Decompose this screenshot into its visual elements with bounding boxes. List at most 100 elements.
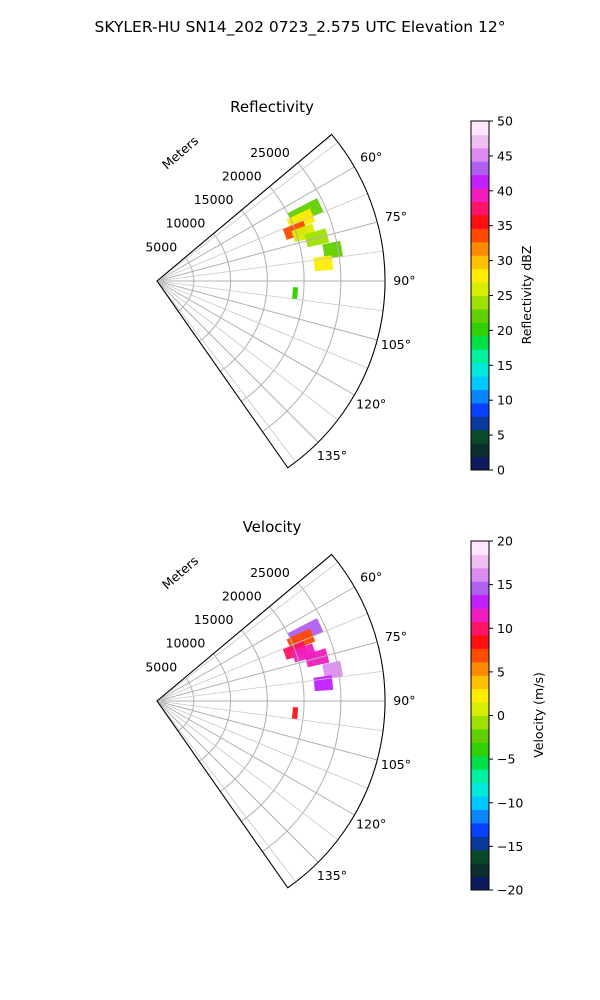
colorbar-swatch (471, 661, 489, 676)
colorbar-tick-label: −15 (497, 839, 523, 854)
colorbar-tick-label: 40 (497, 183, 513, 198)
azimuth-minor-gridline (156, 141, 339, 282)
colorbar-swatch (471, 769, 489, 784)
colorbar-swatch (471, 134, 489, 149)
radial-tick-label: 25000 (250, 145, 290, 160)
echo-region (291, 287, 299, 300)
colorbar-tick-label: 35 (497, 218, 513, 233)
colorbar-swatch (471, 541, 489, 555)
velocity-panel: Velocity 5000 10000 15000 20000 25000 60° 75° 9… (145, 518, 546, 898)
azimuth-gridline (156, 641, 378, 702)
azimuth-minor-gridline (156, 193, 368, 282)
colorbar-tick-label: −5 (497, 752, 515, 767)
colorbar-tick-label: 15 (497, 577, 513, 592)
azimuth-gridline (156, 280, 378, 341)
azimuth-tick-label: 105° (381, 337, 411, 352)
velocity-colorbar: −20 −15 −10 −5 0 5 10 15 20 (470, 534, 523, 898)
figure-title: SKYLER-HU SN14_202 0723_2.575 UTC Elevat… (95, 18, 506, 37)
azimuth-tick-label: 90° (393, 693, 415, 708)
colorbar-swatch (471, 376, 489, 390)
colorbar-swatch (471, 188, 489, 203)
colorbar-swatch (471, 389, 489, 404)
colorbar-swatch (471, 282, 489, 296)
azimuth-tick-label: 120° (356, 817, 386, 832)
azimuth-minor-gridline (156, 280, 368, 369)
azimuth-tick-label: 135° (317, 868, 347, 883)
colorbar-tick-label: 10 (497, 393, 513, 408)
colorbar-swatch (471, 121, 489, 135)
colorbar-label: Velocity (m/s) (531, 672, 546, 758)
colorbar-tick-label: −10 (497, 795, 523, 810)
panel-title: Reflectivity (230, 98, 314, 116)
azimuth-gridline (156, 586, 355, 702)
azimuth-minor-gridline (156, 280, 297, 463)
panel-title: Velocity (243, 518, 302, 536)
azimuth-minor-gridline (156, 700, 368, 789)
azimuth-gridline (156, 280, 355, 396)
azimuth-gridline (156, 700, 378, 761)
azimuth-gridline (156, 700, 355, 816)
colorbar-swatch (471, 268, 489, 283)
velocity-polar-plot: 5000 10000 15000 20000 25000 60° 75° 90° 105° 120… (145, 553, 415, 889)
colorbar-tick-label: 10 (497, 621, 513, 636)
azimuth-gridline (156, 166, 355, 282)
colorbar-swatch (471, 634, 489, 649)
colorbar-tick-label: 0 (497, 463, 505, 478)
colorbar-swatch (471, 796, 489, 810)
colorbar-swatch (471, 201, 489, 216)
colorbar-swatch (471, 161, 489, 176)
colorbar-swatch (471, 675, 489, 690)
colorbar-swatch (471, 567, 489, 582)
colorbar-tick-label: 25 (497, 288, 513, 303)
colorbar-swatch (471, 849, 489, 864)
range-ring (262, 582, 342, 853)
colorbar-swatch (471, 836, 489, 851)
colorbar-swatch (471, 402, 489, 417)
colorbar-swatch (471, 335, 489, 350)
colorbar-swatch (471, 755, 489, 770)
echo-region (313, 675, 334, 692)
range-ring (262, 162, 342, 433)
colorbar-tick-label: 20 (497, 323, 513, 338)
azimuth-minor-gridline (156, 700, 297, 883)
azimuth-minor-gridline (156, 280, 339, 421)
colorbar-swatch (471, 443, 489, 458)
colorbar-swatch (471, 322, 489, 337)
echo-region (322, 660, 343, 679)
sector-border (156, 133, 386, 469)
azimuth-tick-label: 75° (385, 629, 407, 644)
echo-region (291, 707, 299, 720)
radial-tick-label: 25000 (250, 565, 290, 580)
reflectivity-colorbar: 0 5 10 15 20 25 30 35 40 45 50 (470, 114, 513, 478)
colorbar-swatch (471, 594, 489, 609)
azimuth-minor-gridline (156, 670, 384, 702)
colorbar-swatch (471, 362, 489, 377)
colorbar-swatch (471, 147, 489, 162)
azimuth-gridline (156, 280, 319, 443)
azimuth-tick-label: 90° (393, 273, 415, 288)
colorbar-swatch (471, 255, 489, 270)
colorbar-label: Reflectivity dBZ (519, 246, 534, 345)
radial-tick-label: 20000 (222, 168, 262, 183)
colorbar-swatch (471, 648, 489, 663)
colorbar-swatch (471, 214, 489, 229)
colorbar-swatch (471, 554, 489, 569)
colorbar-swatch (471, 349, 489, 364)
colorbar-swatch (471, 581, 489, 596)
colorbar-tick-label: 5 (497, 664, 505, 679)
colorbar-tick-label: 20 (497, 534, 513, 549)
colorbar-swatch (471, 863, 489, 878)
colorbar-swatch (471, 809, 489, 824)
azimuth-minor-gridline (156, 700, 339, 841)
reflectivity-panel: Reflectivity 5000 10000 15000 20000 25000 60°… (145, 98, 534, 478)
reflectivity-polar-plot: 5000 10000 15000 20000 25000 60° 75° 90° 105° 120… (145, 133, 415, 469)
radial-tick-label: 10000 (166, 216, 206, 231)
radial-axis-label: Meters (159, 133, 201, 172)
radial-tick-label: 5000 (145, 659, 177, 674)
colorbar-swatch (471, 702, 489, 716)
colorbar-swatch (471, 608, 489, 623)
colorbar-swatch (471, 782, 489, 797)
azimuth-tick-label: 60° (360, 569, 382, 584)
azimuth-tick-label: 75° (385, 209, 407, 224)
